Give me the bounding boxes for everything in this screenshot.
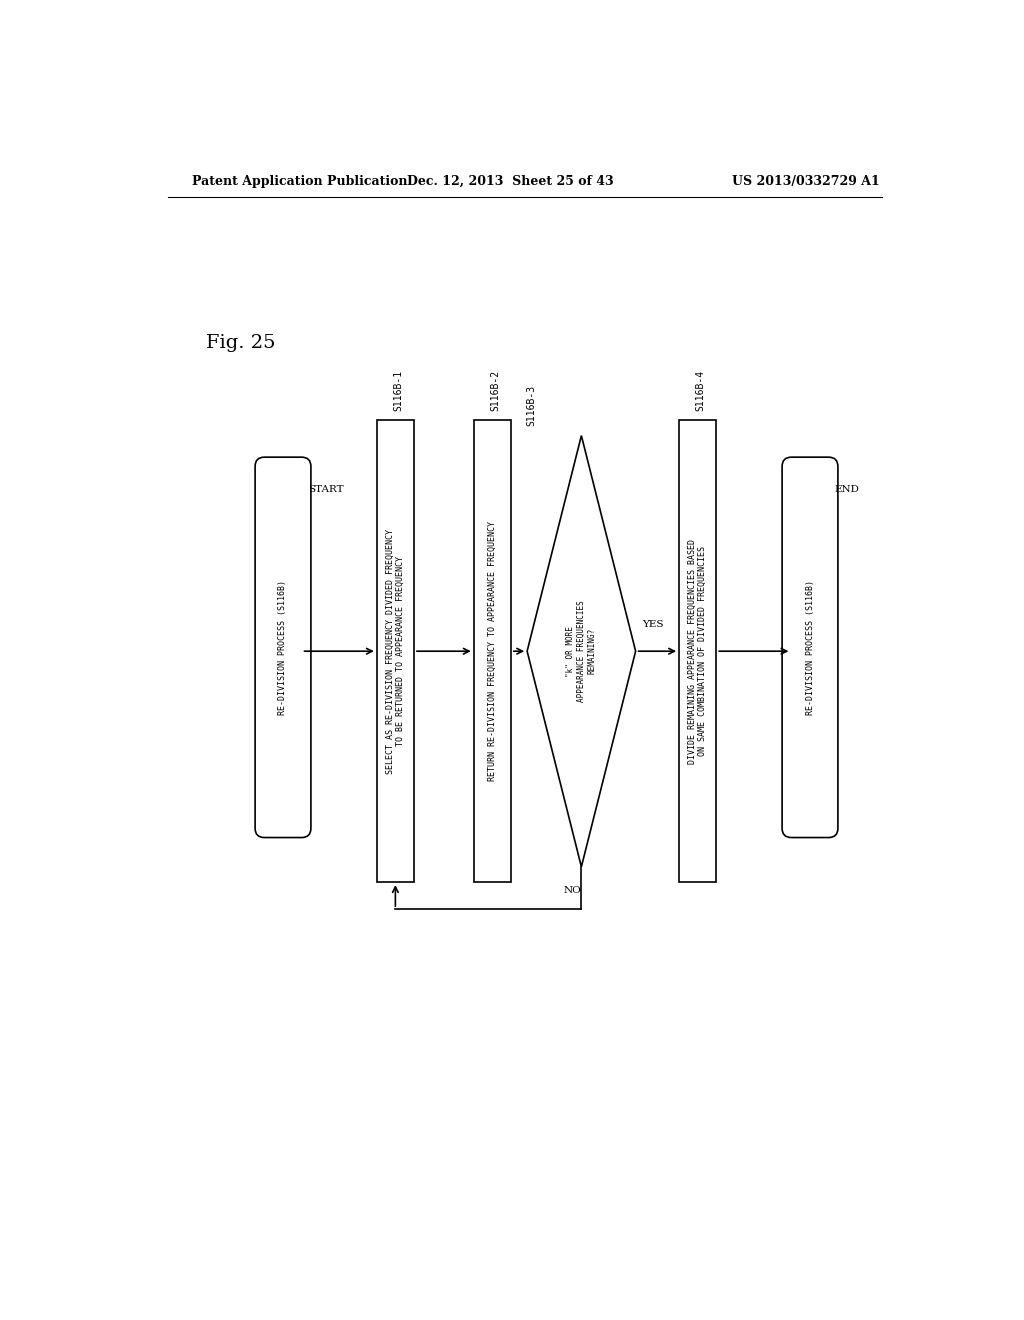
Text: YES: YES [642, 620, 664, 628]
Text: S116B-4: S116B-4 [695, 370, 706, 411]
Text: RETURN RE-DIVISION FREQUENCY TO APPEARANCE FREQUENCY: RETURN RE-DIVISION FREQUENCY TO APPEARAN… [487, 521, 497, 781]
Text: S116B-3: S116B-3 [526, 385, 536, 426]
Text: NO: NO [563, 886, 581, 895]
Text: Fig. 25: Fig. 25 [206, 334, 275, 352]
Text: START: START [308, 484, 343, 494]
Text: RE-DIVISION PROCESS (S116B): RE-DIVISION PROCESS (S116B) [806, 579, 814, 715]
Bar [377, 420, 414, 882]
Text: SELECT AS RE-DIVISION FREQUENCY DIVIDED FREQUENCY
TO BE RETURNED TO APPEARANCE F: SELECT AS RE-DIVISION FREQUENCY DIVIDED … [386, 529, 406, 774]
Bar [679, 420, 716, 882]
Text: Patent Application Publication: Patent Application Publication [191, 176, 408, 187]
Text: S116B-1: S116B-1 [393, 370, 403, 411]
Polygon shape [527, 436, 636, 867]
Text: "k" OR MORE
APPEARANCE FREQUENCIES
REMAINING?: "k" OR MORE APPEARANCE FREQUENCIES REMAI… [566, 601, 596, 702]
Text: US 2013/0332729 A1: US 2013/0332729 A1 [732, 176, 881, 187]
Text: Dec. 12, 2013  Sheet 25 of 43: Dec. 12, 2013 Sheet 25 of 43 [407, 176, 613, 187]
FancyBboxPatch shape [782, 457, 838, 838]
Text: S116B-2: S116B-2 [490, 370, 501, 411]
Bar [474, 420, 511, 882]
FancyBboxPatch shape [255, 457, 311, 838]
Text: END: END [835, 484, 860, 494]
Text: RE-DIVISION PROCESS (S116B): RE-DIVISION PROCESS (S116B) [279, 579, 288, 715]
Text: DIVIDE REMAINING APPEARANCE FREQUENCIES BASED
ON SAME COMBINATION OF DIVIDED FRE: DIVIDE REMAINING APPEARANCE FREQUENCIES … [688, 539, 708, 764]
